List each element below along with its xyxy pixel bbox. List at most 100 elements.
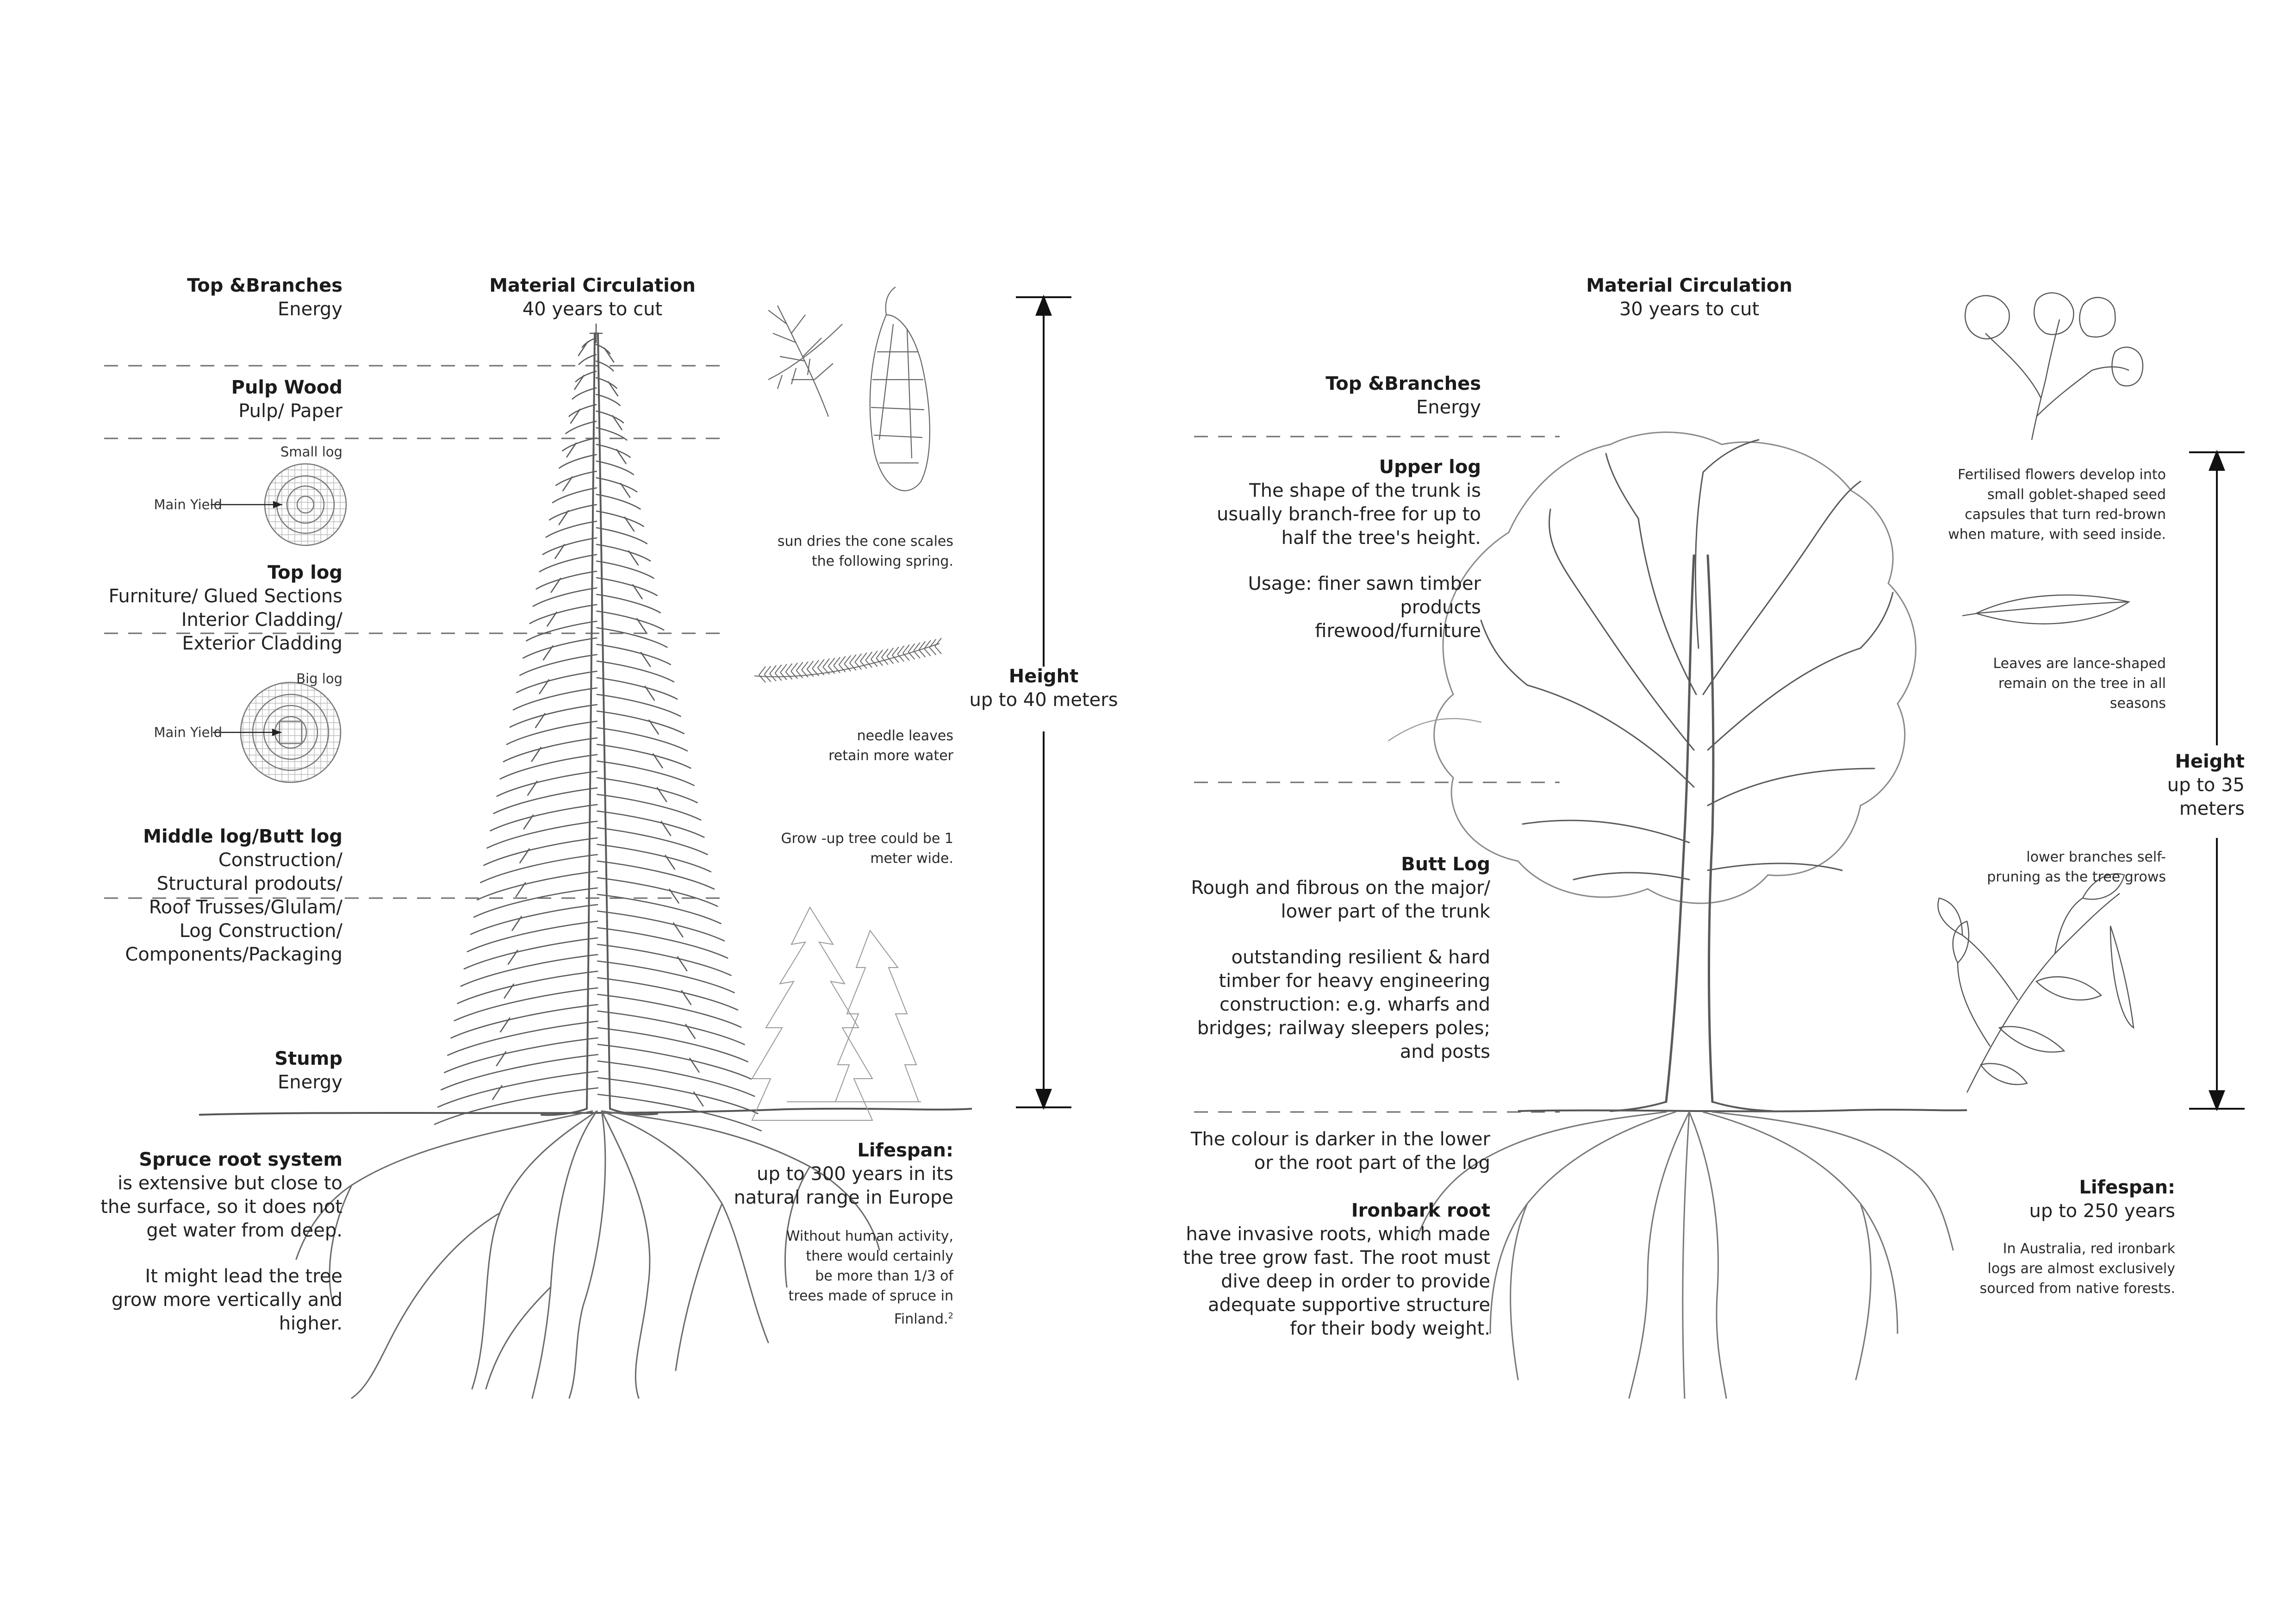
big-log-label: Big log: [296, 671, 342, 687]
spruce-cone-note: sun dries the cone scales the following …: [777, 533, 953, 569]
ironbark-lifespan-value: up to 250 years: [2029, 1200, 2175, 1222]
spruce-branch: [454, 987, 598, 1022]
spruce-branch: [596, 493, 641, 510]
needle: [764, 666, 772, 682]
big-log-yield-label: Main Yield: [154, 725, 223, 740]
spruce-lifespan-note: Without human activity, there would cert…: [676, 1226, 953, 1329]
needle: [860, 652, 867, 669]
spruce-branch: [596, 727, 688, 752]
needle: [838, 656, 846, 673]
spruce-branch: [562, 437, 597, 452]
needle: [881, 649, 889, 665]
spruce-top-branches-use: Energy: [277, 299, 342, 320]
ironbark-branch: [1573, 872, 1690, 881]
spruce-branch: [597, 877, 718, 907]
ironbark-height-title: Height: [2175, 751, 2245, 772]
spruce-branch: [444, 1037, 598, 1074]
spruce-branch: [450, 1004, 598, 1039]
ironbark-flower-note: Fertilised flowers develop into small go…: [1948, 467, 2166, 543]
spruce-height-arrow: [1016, 294, 1071, 1110]
spruce-branch: [486, 820, 598, 849]
spruce-branch: [595, 394, 621, 406]
spruce-branch: [597, 1077, 759, 1114]
ironbark-root-text: have invasive roots, which made the tree…: [1183, 1224, 1490, 1339]
needle: [780, 664, 787, 681]
ironbark-circulation-title: Material Circulation: [1586, 275, 1792, 296]
spruce-branch: [480, 854, 598, 883]
ironbark-branch-sketch: [1937, 873, 2134, 1093]
spruce-branch: [470, 904, 598, 935]
ironbark-lifespan: Lifespan: up to 250 years In Australia, …: [1935, 1176, 2175, 1299]
spruce-twig: [562, 476, 631, 498]
spruce-branch: [535, 570, 597, 590]
spruce-branch: [597, 893, 722, 924]
needle: [774, 664, 782, 681]
spruce-branch: [519, 654, 597, 676]
spruce-branch: [596, 460, 635, 475]
spruce-branch: [516, 670, 598, 693]
spruce-branch: [597, 810, 705, 838]
spruce-branch: [496, 770, 598, 797]
needle: [796, 662, 803, 679]
ironbark-top-branches: Top &Branches Energy: [1250, 372, 1481, 419]
ironbark-branch: [1637, 518, 1697, 695]
needle: [886, 647, 894, 664]
spruce-stump-title: Stump: [274, 1048, 342, 1069]
spruce-branch: [490, 804, 598, 831]
needle: [817, 659, 825, 676]
spruce-branch: [575, 370, 597, 382]
ironbark-butt-log: Butt Log Rough and fibrous on the major/…: [1176, 853, 1490, 1064]
spruce-circulation-title: Material Circulation: [489, 275, 696, 296]
ironbark-height-arrow: [2189, 450, 2245, 1112]
spruce-branch: [597, 993, 742, 1028]
ironbark-upper-log: Upper log The shape of the trunk is usua…: [1185, 456, 1481, 643]
spruce-branch: [597, 860, 715, 890]
ironbark-branch: [1707, 768, 1875, 806]
spruce-twig: [492, 1085, 704, 1107]
spruce-branch: [597, 843, 712, 873]
spruce-branch: [542, 537, 597, 555]
spruce-twig: [566, 442, 627, 464]
spruce-lifespan-note-text: Without human activity, there would cert…: [786, 1228, 953, 1327]
ironbark-branch: [1702, 439, 1760, 473]
spruce-branch: [434, 1087, 599, 1125]
spruce-branch: [596, 610, 665, 631]
spruce-branch: [467, 920, 598, 952]
ironbark-branch: [1522, 819, 1690, 843]
needle: [806, 660, 814, 677]
needle: [769, 665, 777, 682]
spruce-branch: [529, 604, 597, 625]
needle: [828, 657, 835, 674]
spruce-twig: [531, 747, 663, 768]
spruce-twig: [496, 1051, 700, 1073]
spruce-twig: [539, 679, 655, 701]
needle: [854, 653, 862, 670]
spruce-branch: [596, 743, 691, 769]
spruce-section-dividers: [104, 365, 720, 899]
spruce-branch: [572, 387, 597, 400]
spruce-branch: [512, 687, 598, 711]
spruce-branch: [596, 593, 661, 613]
needle: [812, 660, 819, 676]
spruce-tree-drawing: [434, 323, 762, 1131]
spruce-twig: [554, 543, 639, 566]
ironbark-branch: [1573, 582, 1695, 751]
spruce-branch: [440, 1054, 599, 1091]
needle: [849, 654, 857, 671]
spruce-needle-note: needle leaves retain more water: [828, 728, 953, 764]
spruce-lifespan-footnote: 2: [948, 1311, 953, 1321]
spruce-top-log: Top log Furniture/ Glued Sections Interi…: [65, 561, 342, 656]
needle: [833, 656, 840, 674]
spruce-branch: [493, 787, 598, 814]
spruce-twig: [550, 578, 643, 600]
ironbark-leaf-note: Leaves are lance-shaped remain on the tr…: [1993, 656, 2166, 712]
needle: [790, 662, 798, 679]
spruce-height-value: up to 40 meters: [969, 689, 1118, 711]
spruce-branch: [597, 910, 725, 942]
needle: [924, 640, 931, 656]
ironbark-colour-note: The colour is darker in the lower or the…: [1190, 1129, 1490, 1174]
ironbark-branch: [1702, 536, 1815, 695]
ironbark-top-branches-use: Energy: [1416, 397, 1481, 418]
spruce-branch: [483, 837, 598, 866]
spruce-branch: [463, 937, 598, 970]
